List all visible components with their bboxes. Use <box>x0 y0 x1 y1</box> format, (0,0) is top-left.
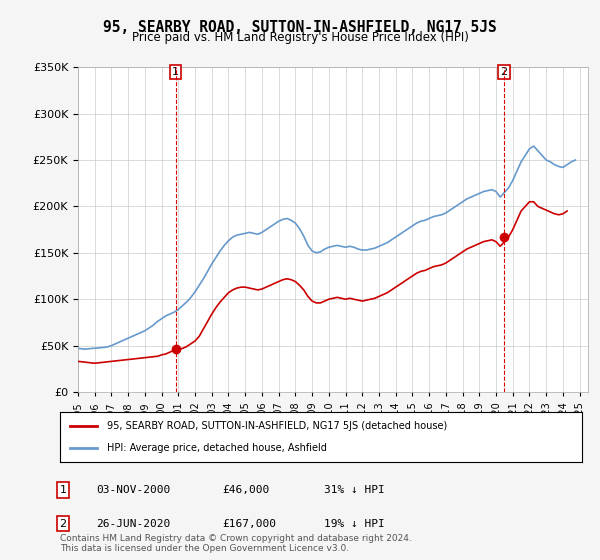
Text: £46,000: £46,000 <box>222 485 269 495</box>
Text: Price paid vs. HM Land Registry's House Price Index (HPI): Price paid vs. HM Land Registry's House … <box>131 31 469 44</box>
Text: Contains HM Land Registry data © Crown copyright and database right 2024.
This d: Contains HM Land Registry data © Crown c… <box>60 534 412 553</box>
Text: 2: 2 <box>59 519 67 529</box>
Text: 03-NOV-2000: 03-NOV-2000 <box>96 485 170 495</box>
Text: 1: 1 <box>172 67 179 77</box>
Text: 26-JUN-2020: 26-JUN-2020 <box>96 519 170 529</box>
Text: 2: 2 <box>500 67 508 77</box>
Text: 95, SEARBY ROAD, SUTTON-IN-ASHFIELD, NG17 5JS: 95, SEARBY ROAD, SUTTON-IN-ASHFIELD, NG1… <box>103 20 497 35</box>
Text: 95, SEARBY ROAD, SUTTON-IN-ASHFIELD, NG17 5JS (detached house): 95, SEARBY ROAD, SUTTON-IN-ASHFIELD, NG1… <box>107 421 447 431</box>
Text: HPI: Average price, detached house, Ashfield: HPI: Average price, detached house, Ashf… <box>107 443 327 453</box>
Text: £167,000: £167,000 <box>222 519 276 529</box>
Text: 1: 1 <box>59 485 67 495</box>
Text: 19% ↓ HPI: 19% ↓ HPI <box>324 519 385 529</box>
Text: 31% ↓ HPI: 31% ↓ HPI <box>324 485 385 495</box>
